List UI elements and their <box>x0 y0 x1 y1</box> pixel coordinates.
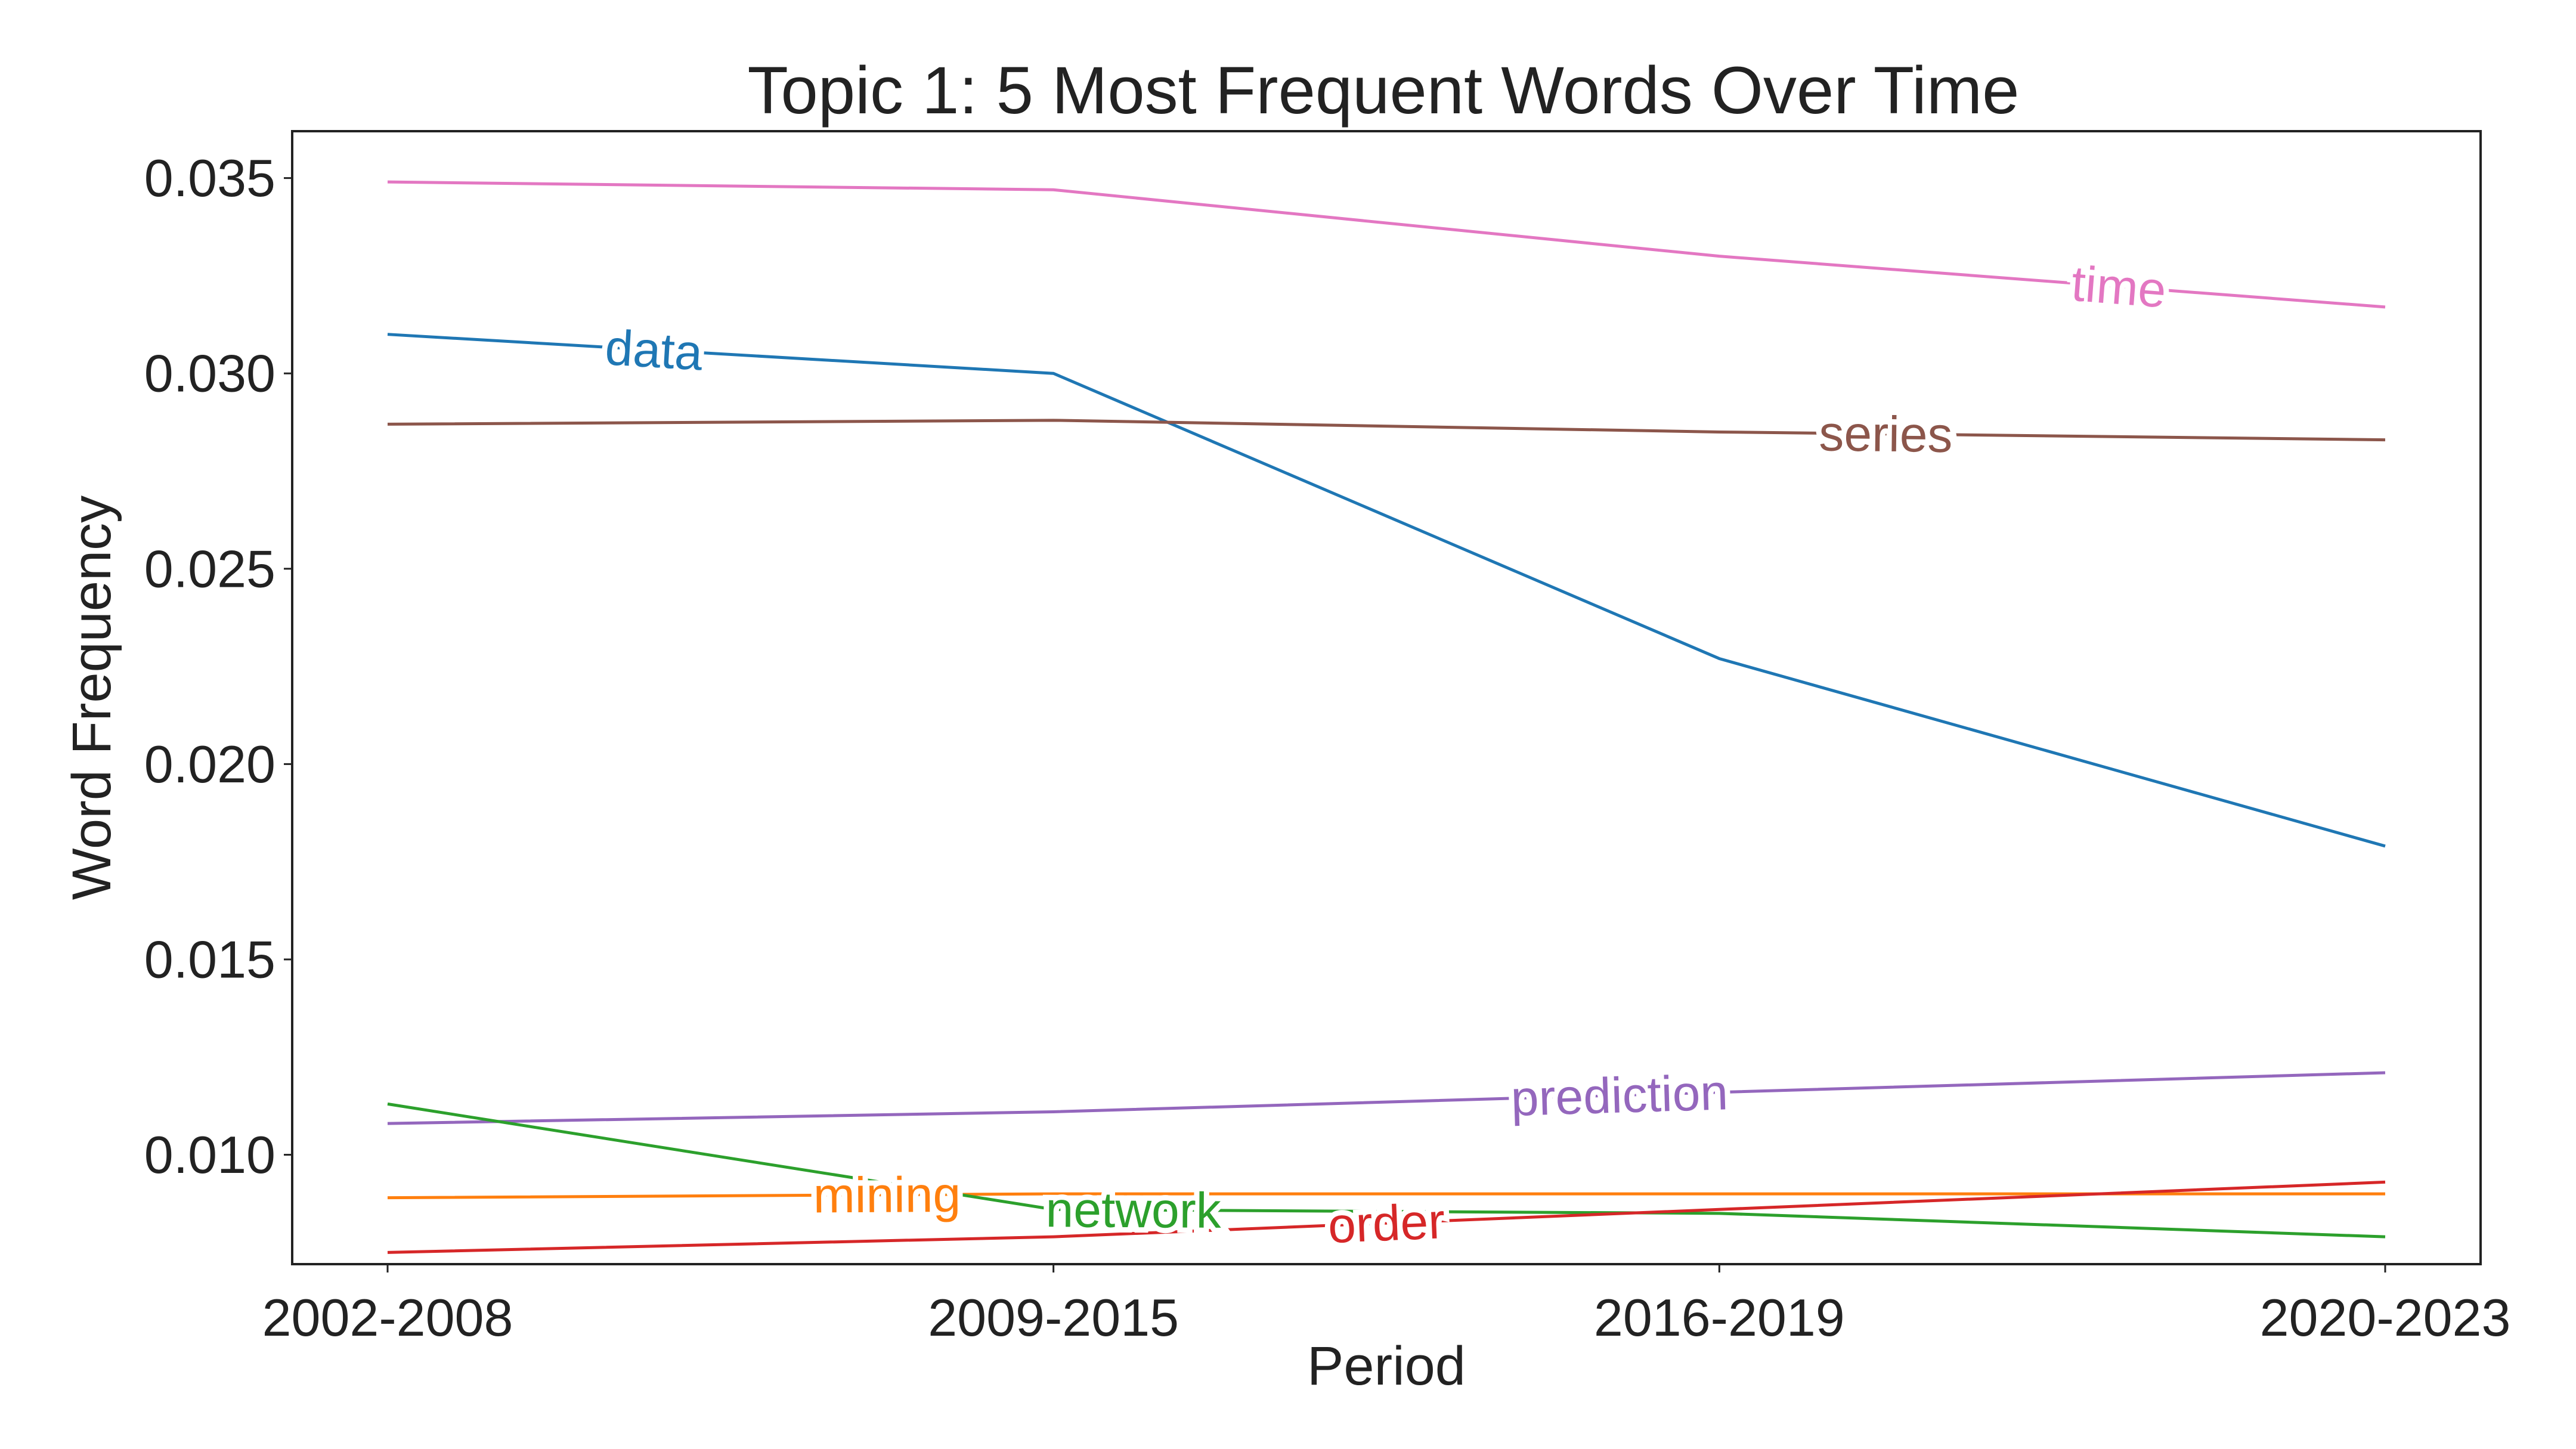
series-line-order <box>387 1180 2386 1254</box>
line-label-prediction: prediction <box>1510 1064 1729 1126</box>
x-tick-label: 2009-2015 <box>928 1288 1179 1347</box>
series-line-data <box>387 333 2386 848</box>
y-axis-ticks: 0.010 0.015 0.020 0.025 0.030 0.035 <box>144 148 292 1184</box>
line-labels: time data series prediction mining network ord… <box>598 250 2174 1259</box>
y-tick-label: 0.035 <box>144 148 275 208</box>
line-label-series: series <box>1819 405 1953 463</box>
chart-title: Topic 1: 5 Most Frequent Words Over Time <box>748 53 2020 128</box>
series-line-prediction <box>387 1071 2386 1125</box>
x-axis-ticks: 2002-2008 2009-2015 2016-2019 2020-2023 <box>262 1264 2511 1347</box>
line-label-network: network <box>1045 1181 1222 1239</box>
y-tick-label: 0.020 <box>144 735 275 794</box>
x-tick-label: 2020-2023 <box>2260 1288 2511 1347</box>
line-label-mining: mining <box>813 1166 961 1223</box>
x-axis-label: Period <box>1307 1336 1466 1397</box>
series-line-time <box>387 180 2386 309</box>
series-layer <box>387 180 2386 1254</box>
plot-area <box>291 130 2482 1265</box>
line-label-data: data <box>603 319 704 380</box>
series-line-mining <box>387 1192 2385 1200</box>
x-tick-label: 2002-2008 <box>262 1288 513 1347</box>
y-tick-label: 0.015 <box>144 930 275 989</box>
line-label-order: order <box>1327 1193 1446 1253</box>
x-tick-label: 2016-2019 <box>1594 1288 1845 1347</box>
y-axis-label: Word Frequency <box>61 496 122 900</box>
y-tick-label: 0.030 <box>144 344 275 403</box>
y-tick-label: 0.010 <box>144 1125 275 1184</box>
line-label-time: time <box>2070 255 2168 318</box>
series-line-network <box>387 1102 2386 1239</box>
y-tick-label: 0.025 <box>144 539 275 598</box>
series-line-series <box>387 419 2386 442</box>
